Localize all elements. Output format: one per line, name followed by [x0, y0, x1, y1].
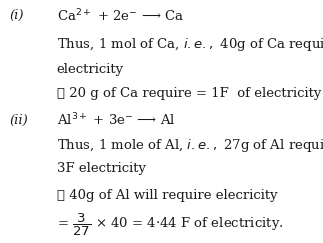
Text: 3F electricity: 3F electricity [57, 162, 146, 175]
Text: Thus, 1 mole of Al, $\mathit{i.e.,}$ 27g of Al require =: Thus, 1 mole of Al, $\mathit{i.e.,}$ 27g… [57, 137, 323, 154]
Text: ∴ 20 g of Ca require = 1F  of electricity: ∴ 20 g of Ca require = 1F of electricity [57, 87, 321, 100]
Text: electricity: electricity [57, 63, 124, 76]
Text: = $\dfrac{3}{27}$ × 40 = 4·44 F of electricity.: = $\dfrac{3}{27}$ × 40 = 4·44 F of elect… [57, 212, 283, 238]
Text: Ca$^{2+}$ + 2e$^{-}$ ⟶ Ca: Ca$^{2+}$ + 2e$^{-}$ ⟶ Ca [57, 8, 183, 24]
Text: (ii): (ii) [10, 114, 28, 127]
Text: (i): (i) [10, 9, 24, 22]
Text: Al$^{3+}$ + 3e$^{-}$ ⟶ Al: Al$^{3+}$ + 3e$^{-}$ ⟶ Al [57, 112, 175, 129]
Text: Thus, 1 mol of Ca, $\mathit{i.e.,}$ 40g of Ca require = 2F: Thus, 1 mol of Ca, $\mathit{i.e.,}$ 40g … [57, 36, 323, 53]
Text: ∴ 40g of Al will require elecricity: ∴ 40g of Al will require elecricity [57, 189, 277, 202]
